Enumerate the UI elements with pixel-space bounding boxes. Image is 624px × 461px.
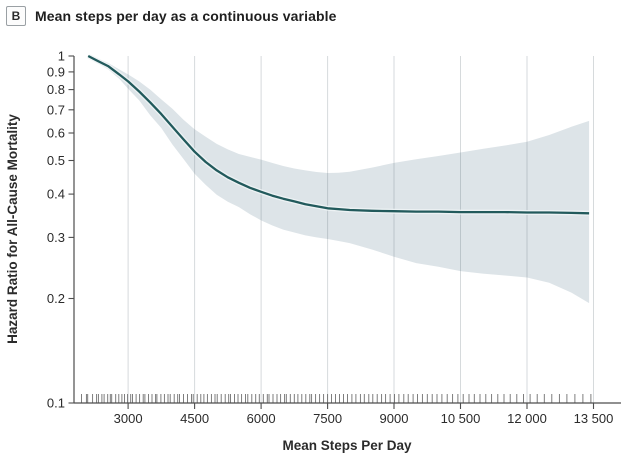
x-tick-label: 12 000 (507, 411, 547, 426)
y-tick-label: 0.3 (47, 230, 65, 245)
y-tick-label: 0.1 (47, 396, 65, 411)
x-tick-label: 7500 (313, 411, 342, 426)
curve-layer (87, 54, 590, 216)
x-tick-label: 10 500 (441, 411, 481, 426)
gridlines-layer (127, 56, 594, 403)
y-tick-label: 0.4 (47, 187, 65, 202)
y-tick-label: 0.2 (47, 291, 65, 306)
hazard-curve (87, 54, 590, 215)
y-tick-label: 0.7 (47, 102, 65, 117)
x-tick-label: 4500 (180, 411, 209, 426)
x-tick-label: 6000 (247, 411, 276, 426)
y-tick-label: 0.6 (47, 126, 65, 141)
panel-header: B Mean steps per day as a continuous var… (6, 6, 337, 26)
y-tick-label: 0.8 (47, 82, 65, 97)
tick-labels-layer: 10.9 0.8 0.7 0.6 0.5 0.4 0.3 0.2 0.1 3000 4500 6000… (47, 49, 613, 427)
x-tick-label: 9000 (380, 411, 409, 426)
panel-label-badge: B (6, 6, 26, 26)
confidence-band-layer (88, 56, 590, 304)
y-tick-label: 0.9 (47, 64, 65, 79)
axes-layer (68, 55, 621, 409)
confidence-band (88, 56, 590, 304)
y-tick-label: 0.5 (47, 153, 65, 168)
y-tick-label: 1 (58, 49, 65, 64)
x-tick-label: 3000 (114, 411, 143, 426)
x-axis-title: Mean Steps Per Day (282, 438, 412, 453)
chart-title: Mean steps per day as a continuous varia… (35, 8, 337, 24)
rug-layer (81, 394, 592, 403)
x-tick-label: 13 500 (574, 411, 614, 426)
y-axis-title: Hazard Ratio for All-Cause Mortality (5, 114, 20, 344)
